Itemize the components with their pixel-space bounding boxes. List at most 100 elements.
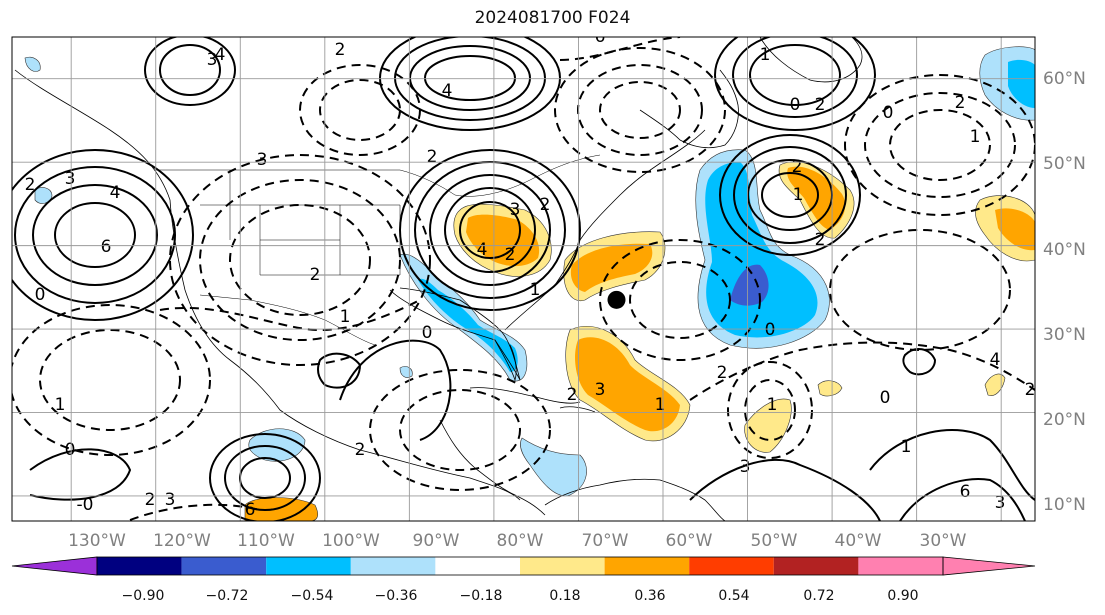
colorbar-bin [520,557,605,575]
contour-label: 0 [880,388,891,408]
contour-southeast-2 [899,478,1026,521]
yellow-small-patch [984,373,1006,396]
colorbar-bin [773,557,859,575]
contour-mid-low [339,339,452,441]
colorbar-label: 0.54 [718,588,749,604]
contour-label: 2 [355,440,366,460]
contour-high-ne-3 [714,37,876,131]
contour-high-glakes-3 [429,174,551,286]
orange-east-atlantic-inner [995,208,1035,251]
colorbar-bin [604,557,690,575]
contour-label: 2 [25,175,36,195]
contour-label: 3 [165,490,176,510]
orange-caribbean-east-inner [575,337,680,432]
contour-label: 2 [427,147,438,167]
lon-label: 60°W [666,531,713,551]
contour-low-east-2 [864,92,1016,198]
blue-gulf-inner [418,278,518,372]
contour-label: 3 [65,169,76,189]
contour-high-pacific-2 [224,445,306,511]
lon-label: 90°W [413,531,460,551]
colorbar-label: −0.90 [122,588,165,604]
contour-high-glakes-1 [459,201,521,259]
contour-label: 2 [310,265,321,285]
colorbar-label: −0.36 [375,588,418,604]
contour-low-span-4 [129,503,261,521]
lat-label: 10°N [1043,495,1086,515]
contour-label: 2 [540,195,551,215]
lon-label: 30°W [920,531,967,551]
contour-low-east-lg [829,229,1011,351]
coastline-gulf [389,287,521,381]
contour-high-ne-1 [749,44,841,106]
lon-label: 100°W [322,531,380,551]
contour-label: 2 [505,245,516,265]
contour-high-ne-2 [732,37,858,118]
contour-label: 1 [970,127,981,147]
contour-label: 1 [55,395,66,415]
contour-label: 2 [815,95,826,115]
contour-label: 1 [793,185,804,205]
contour-low-west-1 [39,329,181,431]
contour-high-glakes-2 [444,187,536,273]
contour-low-east-3 [844,74,1035,216]
contour-southeast-1 [869,429,1035,501]
blue-small-nw [24,56,41,72]
contour-label: 0 [422,323,433,343]
colorbar-bin [689,557,774,575]
contour-high-natl-1 [761,172,819,218]
contour-low-sub-2 [727,361,813,459]
contour-label: 3 [995,493,1006,513]
contour-label: 4 [110,183,121,203]
contour-label: 3 [595,380,606,400]
contour-label: 2 [717,363,728,383]
contour-south-2 [689,458,881,521]
lon-label: 40°W [835,531,882,551]
contour-high-north-2 [409,45,531,111]
contour-label: 4 [477,240,488,260]
colorbar-label: 0.18 [549,588,580,604]
contour-high-natl-3 [733,146,847,244]
lat-tick-labels: 60°N 50°N 40°N 30°N 20°N 10°N [1043,69,1086,515]
contour-label: 0 [883,103,894,123]
contour-low-central-3 [169,154,431,366]
contour-low-mid-1 [629,261,731,339]
contour-label: 6 [245,500,256,520]
contour-label: 6 [595,27,606,47]
contour-low-span-2 [559,37,681,61]
contour-label: 0 [790,95,801,115]
contour-label: 2 [335,40,346,60]
lon-label: 70°W [582,531,629,551]
contour-label: 4 [990,350,1001,370]
contour-label: 0 [765,320,776,340]
contour-label: 2 [792,157,803,177]
contour-high-natl-4 [719,134,861,256]
coastline-florida [494,339,517,382]
colorbar-bin [858,557,943,575]
contour-label: 0 [35,285,46,305]
lat-label: 20°N [1043,410,1086,430]
colorbar-bin [97,557,182,575]
contour-low-mid-2 [599,239,761,361]
contour-low-span-3 [689,341,1035,401]
storm-marker [607,290,626,309]
contour-high-west-4 [12,149,194,321]
colorbar-bin [181,557,267,575]
coastline-greenland [759,37,863,83]
contour-low-central-1 [229,204,371,316]
contour-high-west-1 [54,202,136,268]
colorbar-bin [350,557,436,575]
contour-low-central-2 [199,179,401,341]
boundary-states-1 [200,170,401,276]
contour-high-west-2 [32,184,158,286]
gridlines [12,37,1035,521]
map-title: 2024081700 F024 [474,8,631,28]
contour-high-nw-2 [144,37,236,106]
blue-arctic-east-inner [1008,59,1035,108]
lon-label: 120°W [153,531,211,551]
contour-low-atl-3 [554,47,726,173]
colorbar-label: −0.54 [291,588,334,604]
